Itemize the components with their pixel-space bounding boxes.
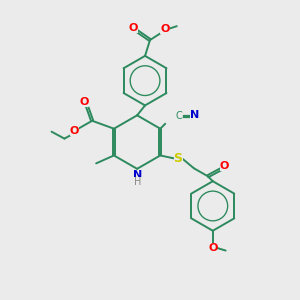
Text: H: H: [134, 177, 142, 187]
Text: N: N: [134, 170, 143, 180]
Text: O: O: [160, 24, 170, 34]
Text: O: O: [128, 23, 138, 33]
Text: O: O: [70, 126, 79, 136]
Text: O: O: [80, 97, 89, 107]
Text: O: O: [220, 161, 230, 171]
Text: N: N: [190, 110, 200, 120]
Text: O: O: [208, 243, 218, 253]
Text: C: C: [176, 111, 182, 121]
Text: S: S: [174, 152, 183, 165]
